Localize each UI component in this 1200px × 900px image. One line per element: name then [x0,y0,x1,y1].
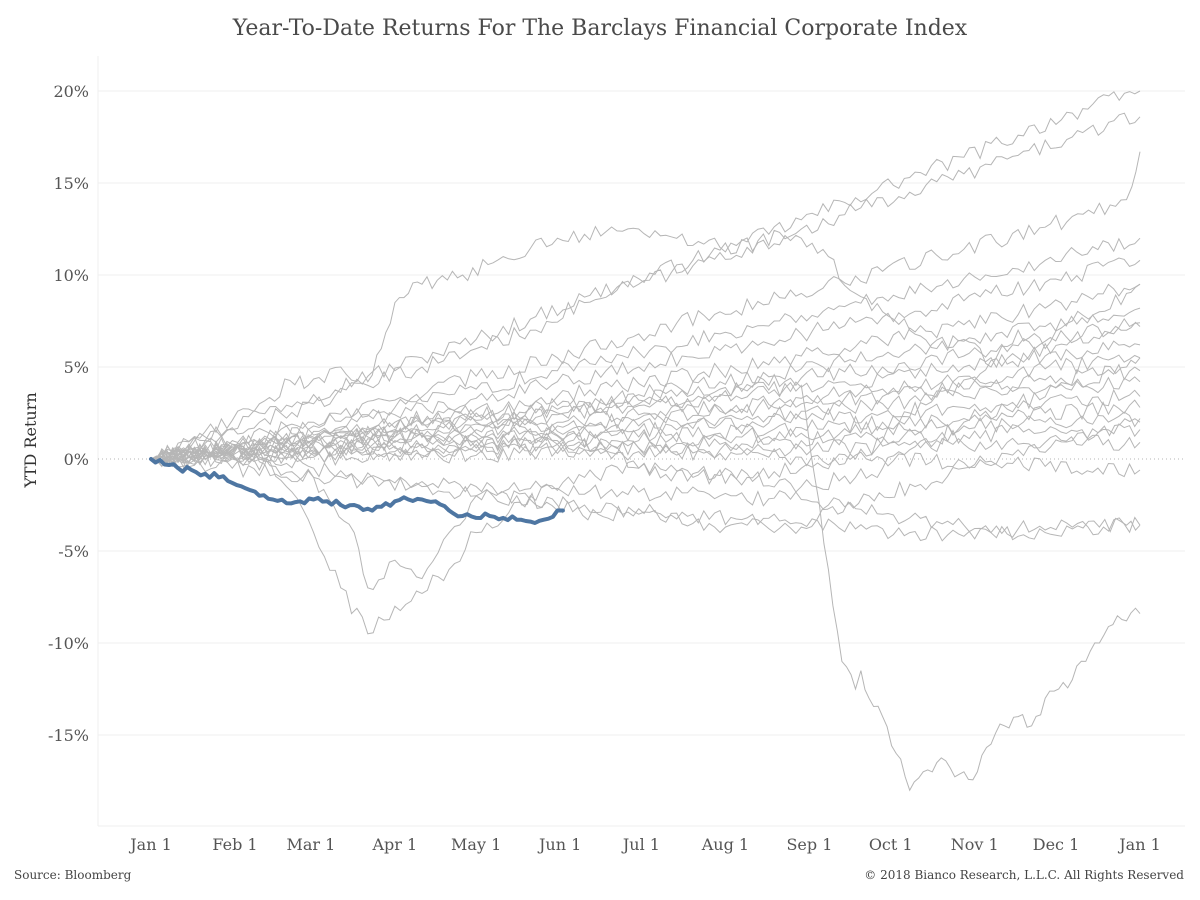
history-year-line [150,257,1141,464]
history-year-line [150,363,1141,464]
history-year-line [150,112,1141,462]
y-tick-label: 5% [64,358,89,377]
history-year-line [150,399,1141,465]
history-year-line [150,455,1141,541]
x-tick-label: Jul 1 [621,835,660,854]
x-tick-label: Jun 1 [537,835,581,854]
history-year-line [150,428,1141,478]
y-tick-labels: 20% 15% 10% 5% 0% -5% -10% -15% [48,82,89,745]
x-tick-label: Aug 1 [701,835,749,854]
x-tick-label: Oct 1 [869,835,913,854]
history-lines [150,90,1141,792]
y-tick-label: -15% [48,726,89,745]
current-year-line [149,457,565,525]
history-year-line [150,151,1141,462]
current-year-line-group [149,457,565,525]
x-tick-label: May 1 [451,835,501,854]
history-year-line [150,317,1141,462]
history-year-line [150,380,1141,792]
history-year-line [150,283,1141,465]
y-tick-label: 0% [64,450,89,469]
history-year-line [150,225,1141,460]
x-tick-labels: Jan 1 Feb 1 Mar 1 Apr 1 May 1 Jun 1 Jul 1 Aug 1… [128,835,1161,854]
x-tick-label: Nov 1 [951,835,999,854]
history-year-line [150,307,1141,464]
history-year-line [151,418,1141,591]
source-note: Source: Bloomberg [14,868,132,882]
history-year-line [150,357,1141,635]
history-year-line [150,423,1141,466]
y-axis-title: YTD Return [21,392,40,488]
history-year-line [150,376,1141,468]
chart-title: Year-To-Date Returns For The Barclays Fi… [232,16,968,41]
y-tick-label: -5% [58,542,89,561]
history-year-line [150,441,1141,542]
x-tick-label: Jan 1 [128,835,172,854]
history-year-line [150,388,1141,468]
x-tick-label: Sep 1 [786,835,832,854]
history-year-line [150,434,1141,469]
grid-layer [97,56,1185,827]
x-tick-label: Jan 1 [1117,835,1161,854]
y-tick-label: 15% [53,174,89,193]
history-year-line [150,321,1141,485]
x-tick-label: Mar 1 [286,835,335,854]
x-tick-label: Apr 1 [372,835,418,854]
history-year-line [150,411,1141,466]
copyright-note: © 2018 Bianco Research, L.L.C. All Right… [864,868,1184,882]
y-tick-label: -10% [48,634,89,653]
x-tick-label: Dec 1 [1033,835,1080,854]
history-year-line [150,354,1141,463]
x-tick-label: Feb 1 [212,835,257,854]
y-tick-label: 20% [53,82,89,101]
y-tick-label: 10% [53,266,89,285]
history-year-line [150,90,1141,463]
history-year-line [150,237,1141,464]
